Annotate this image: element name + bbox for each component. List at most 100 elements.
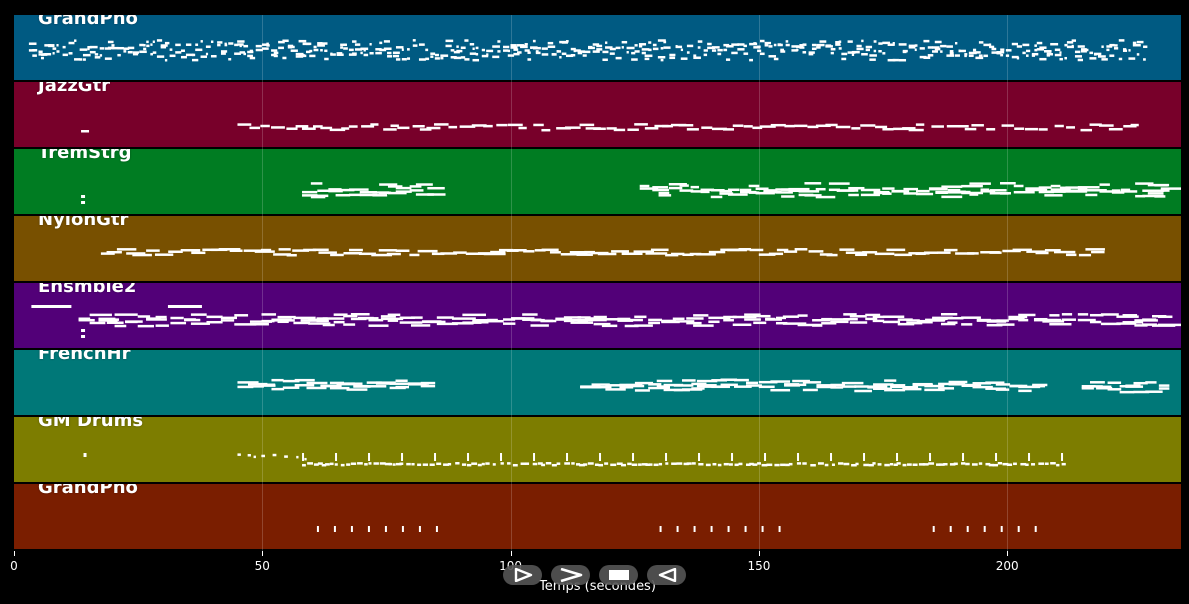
note xyxy=(624,324,639,328)
note xyxy=(417,249,438,253)
note xyxy=(816,46,821,49)
note xyxy=(1133,390,1150,394)
note xyxy=(368,453,371,461)
note xyxy=(854,389,872,393)
note xyxy=(775,191,793,194)
note xyxy=(794,248,808,251)
note xyxy=(282,39,289,43)
note xyxy=(668,186,683,190)
note xyxy=(524,43,528,46)
note xyxy=(191,251,206,255)
note xyxy=(672,317,685,321)
play-button[interactable] xyxy=(503,565,542,585)
note xyxy=(1100,313,1119,316)
note xyxy=(417,463,422,467)
note xyxy=(764,44,769,47)
track-lane: NylonGtr xyxy=(14,216,1181,281)
note xyxy=(383,40,390,43)
note xyxy=(379,191,392,195)
note xyxy=(902,49,908,53)
rewind-button[interactable] xyxy=(647,565,686,585)
note-layer xyxy=(83,453,1066,467)
note xyxy=(738,462,743,466)
note xyxy=(652,47,659,51)
note xyxy=(1066,253,1077,257)
note xyxy=(453,251,467,254)
note xyxy=(243,44,249,48)
note xyxy=(349,188,369,191)
note xyxy=(644,57,650,61)
note xyxy=(961,316,981,319)
track-name: NylonGtr xyxy=(38,216,129,230)
note xyxy=(908,44,916,48)
note xyxy=(510,44,517,47)
fast-forward-button[interactable] xyxy=(551,565,590,585)
note xyxy=(1066,126,1075,129)
note xyxy=(838,47,842,50)
note xyxy=(306,386,327,390)
note xyxy=(137,315,151,318)
note xyxy=(940,313,958,316)
note xyxy=(759,125,776,128)
note xyxy=(418,58,426,61)
note xyxy=(518,126,527,130)
stop-button[interactable] xyxy=(599,565,638,585)
note xyxy=(507,54,515,57)
note xyxy=(732,124,744,127)
note xyxy=(906,321,923,325)
note xyxy=(1025,187,1046,190)
note xyxy=(500,462,504,465)
note xyxy=(234,43,239,47)
track-name: FrenchHr xyxy=(38,350,131,364)
note xyxy=(836,189,855,192)
note xyxy=(689,252,702,256)
note xyxy=(388,462,393,466)
note xyxy=(317,194,329,198)
note xyxy=(1011,42,1019,46)
note xyxy=(117,53,121,57)
note xyxy=(111,44,115,47)
note xyxy=(412,125,425,128)
note xyxy=(641,48,650,51)
note xyxy=(1080,50,1087,53)
note xyxy=(228,57,232,61)
note xyxy=(877,463,882,466)
note xyxy=(780,48,785,52)
note xyxy=(1017,526,1020,532)
note xyxy=(379,48,387,52)
note xyxy=(1016,56,1020,60)
note xyxy=(303,248,317,252)
note xyxy=(89,45,98,49)
note xyxy=(387,51,392,55)
note xyxy=(671,462,677,465)
note xyxy=(81,130,90,133)
note xyxy=(561,41,568,44)
note xyxy=(310,182,323,185)
note xyxy=(584,318,607,322)
note xyxy=(588,45,593,49)
note xyxy=(513,52,520,56)
note xyxy=(941,185,963,188)
note xyxy=(556,50,562,53)
note xyxy=(596,48,603,51)
note xyxy=(28,42,37,45)
note xyxy=(797,314,808,317)
note xyxy=(690,190,701,193)
note xyxy=(1078,253,1092,257)
track-lane: GM Drums xyxy=(14,417,1181,482)
note xyxy=(302,194,318,197)
note xyxy=(352,52,357,55)
note xyxy=(372,194,388,197)
note xyxy=(354,43,361,46)
note xyxy=(440,252,458,255)
note xyxy=(477,463,482,467)
note xyxy=(794,124,808,128)
note xyxy=(731,453,734,461)
note xyxy=(961,462,966,465)
note xyxy=(1081,387,1094,390)
note xyxy=(1000,182,1016,185)
note xyxy=(507,462,511,465)
note xyxy=(733,385,752,388)
note xyxy=(300,319,312,322)
note xyxy=(234,323,257,326)
